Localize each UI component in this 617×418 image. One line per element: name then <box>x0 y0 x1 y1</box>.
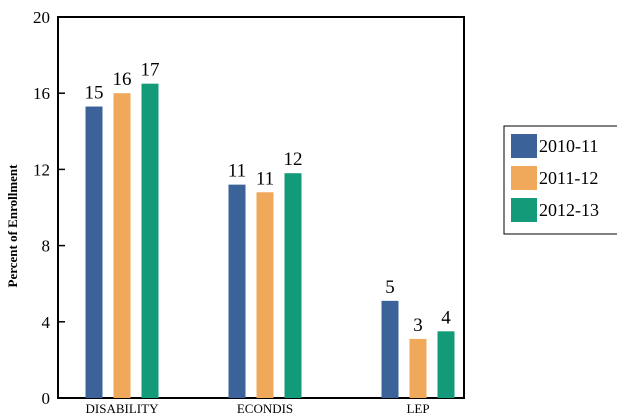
x-category-label: LEP <box>406 401 429 416</box>
data-label: 12 <box>284 149 303 170</box>
data-label: 16 <box>113 69 132 90</box>
y-tick-label: 0 <box>42 389 51 408</box>
data-label: 3 <box>413 315 423 336</box>
legend-swatch <box>511 134 537 158</box>
bar-disability-2012-13 <box>141 83 159 399</box>
data-label: 11 <box>256 168 274 189</box>
legend-swatch <box>511 198 537 222</box>
y-tick-label: 4 <box>42 313 51 332</box>
data-label: 11 <box>228 161 246 182</box>
legend: 2010-11 2011-12 2012-13 <box>503 125 617 235</box>
bar-lep-2010-11 <box>381 300 399 398</box>
data-label: 5 <box>385 277 395 298</box>
x-category-label: ECONDIS <box>237 401 293 416</box>
y-tick-label: 8 <box>42 237 51 256</box>
bar-econdis-2011-12 <box>256 192 274 398</box>
bar-disability-2011-12 <box>113 93 131 398</box>
data-labels: 15 16 17 11 11 12 53 4 <box>85 60 452 336</box>
legend-label: 2010-11 <box>539 136 598 156</box>
legend-label: 2011-12 <box>539 168 598 188</box>
y-tick-label: 12 <box>33 160 50 179</box>
bar-disability-2010-11 <box>85 106 103 398</box>
x-category-label: DISABILITY <box>86 401 160 416</box>
data-label: 17 <box>141 60 160 81</box>
y-tick-label: 20 <box>33 8 50 27</box>
bars <box>85 83 455 399</box>
bar-econdis-2010-11 <box>228 184 246 398</box>
data-label: 4 <box>441 307 451 328</box>
y-axis-title: Percent of Enrollment <box>5 164 20 288</box>
data-label: 15 <box>85 83 104 104</box>
x-axis: DISABILITY ECONDIS LEP <box>86 401 430 416</box>
y-axis: 0 4 8 12 16 20 <box>33 8 65 408</box>
legend-swatch <box>511 166 537 190</box>
legend-label: 2012-13 <box>539 200 599 220</box>
bar-lep-2011-12 <box>409 338 427 398</box>
bar-econdis-2012-13 <box>284 173 302 398</box>
y-tick-label: 16 <box>33 84 50 103</box>
bar-lep-2012-13 <box>437 331 455 398</box>
